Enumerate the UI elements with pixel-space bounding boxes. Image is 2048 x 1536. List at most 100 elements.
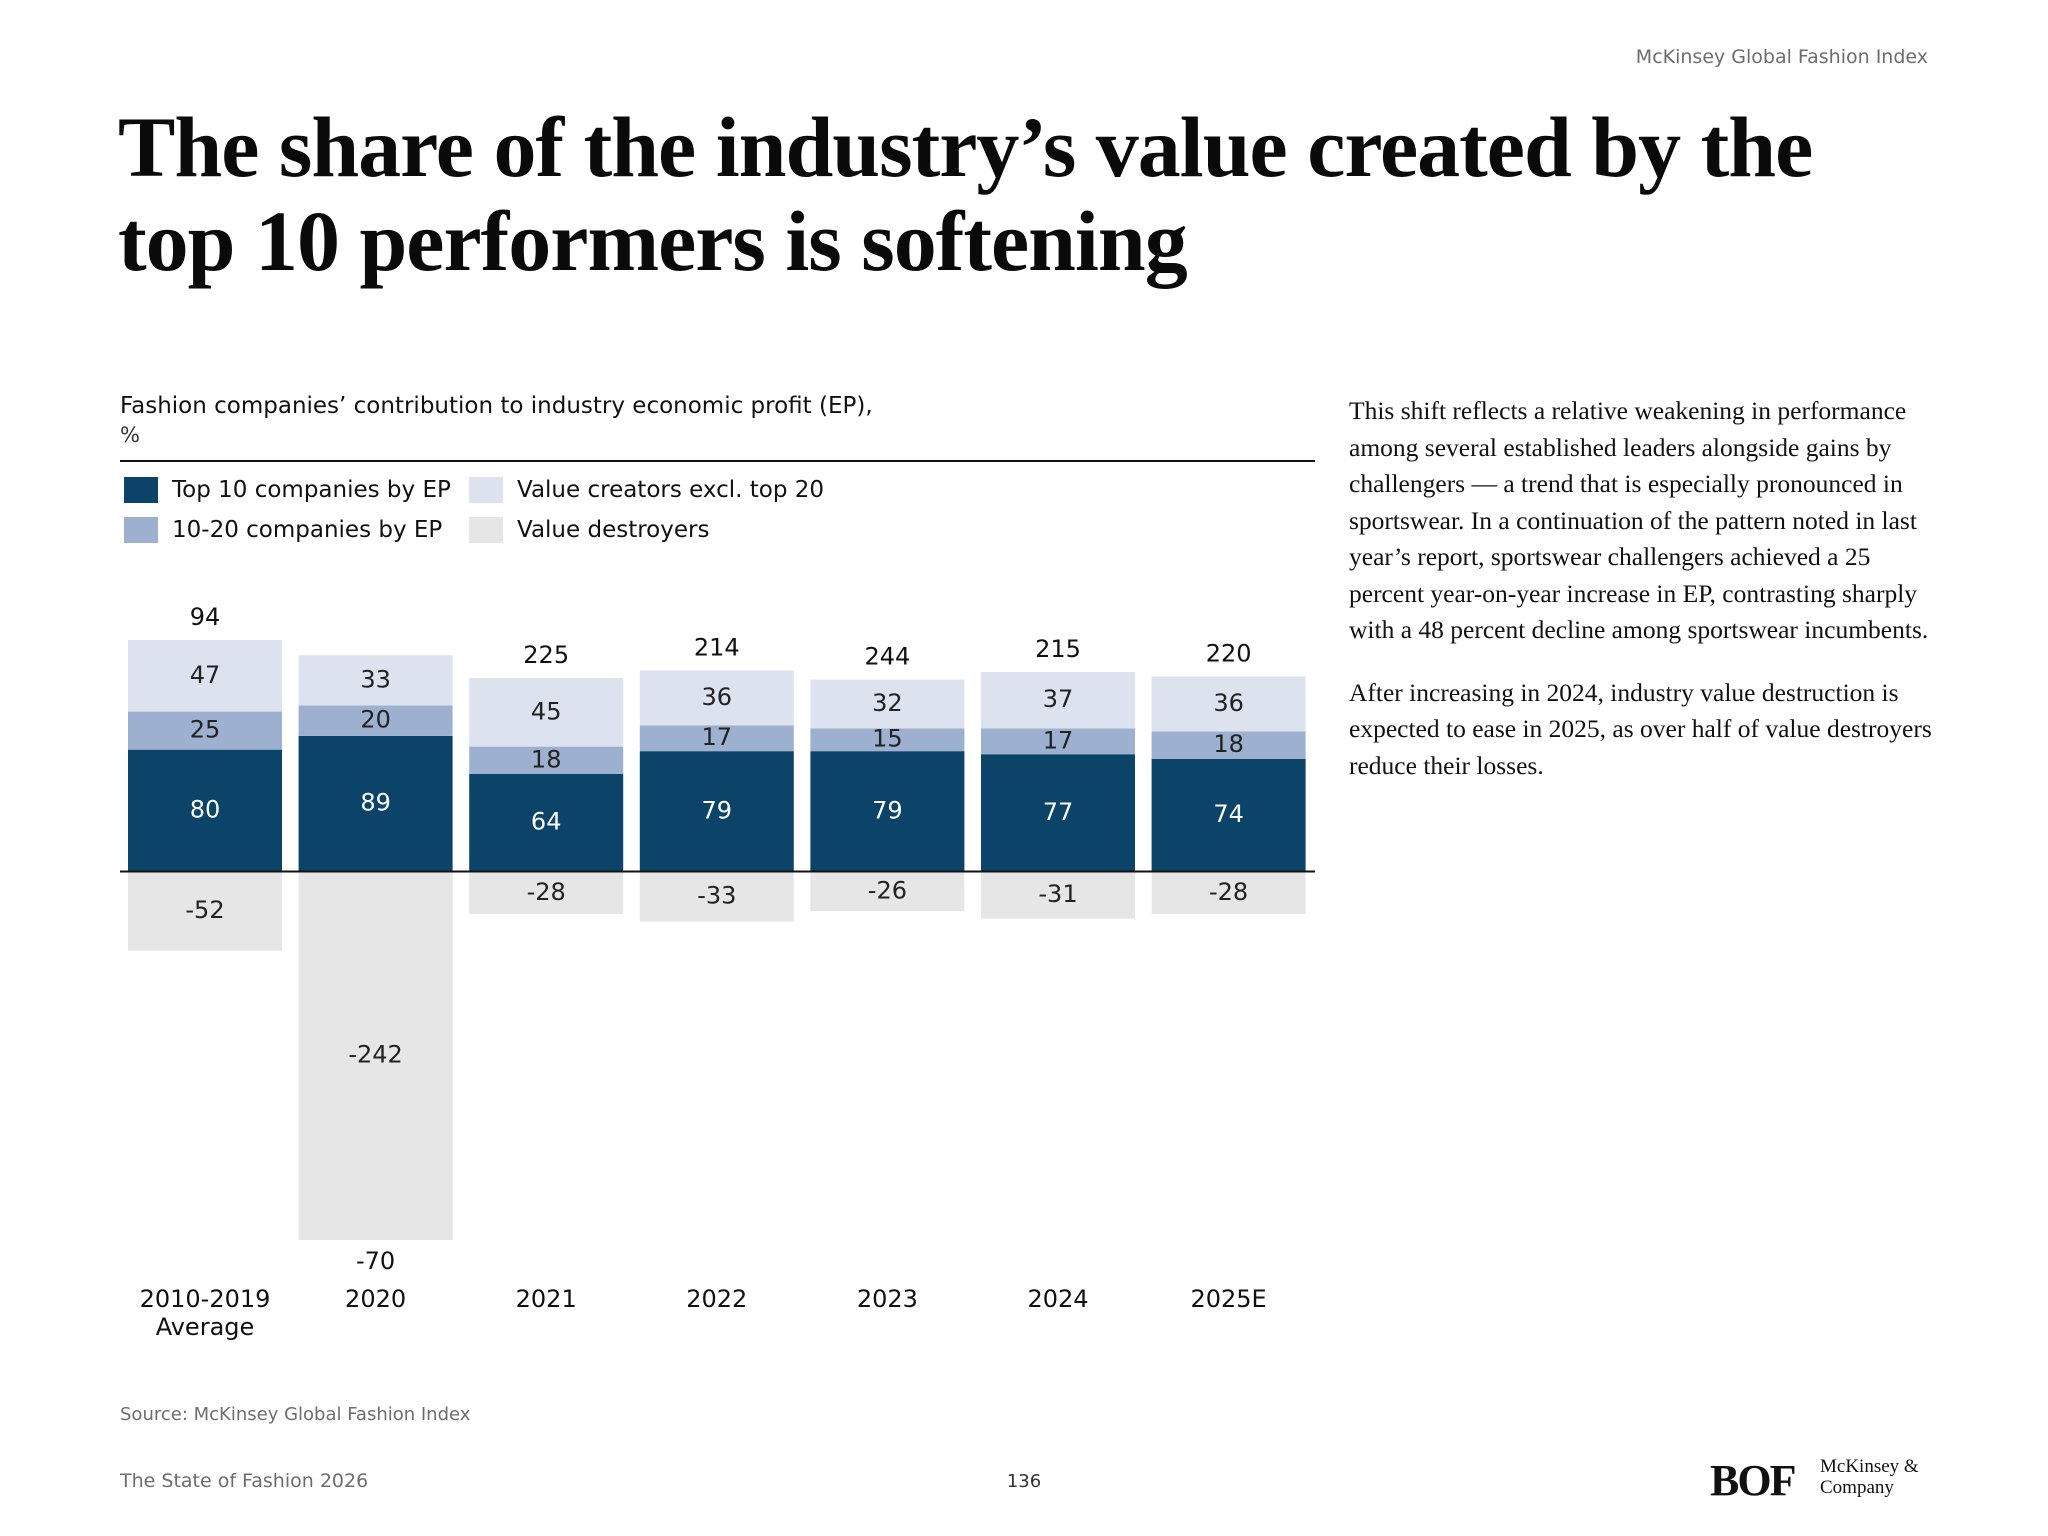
segment-label: 80 xyxy=(190,796,221,824)
segment-label: -33 xyxy=(697,882,736,910)
legend-item: Value destroyers xyxy=(469,514,709,546)
x-tick-label: 2024 xyxy=(1027,1285,1089,1313)
bar-segment xyxy=(810,871,965,912)
segment-label: -26 xyxy=(868,876,907,904)
segment-label: 45 xyxy=(531,697,562,725)
segment-label: 79 xyxy=(872,796,903,824)
bar-segment xyxy=(298,871,453,1240)
bar-segment xyxy=(810,679,965,729)
bar-segment xyxy=(639,751,794,872)
segment-label: -28 xyxy=(1209,878,1248,906)
bar-segment xyxy=(469,774,624,872)
legend-label: Top 10 companies by EP xyxy=(172,477,451,503)
segment-label: 36 xyxy=(1213,689,1244,717)
bar-segment xyxy=(298,735,453,872)
legend-swatch xyxy=(124,517,158,543)
bar-segment xyxy=(128,640,282,712)
logo-mckinsey: McKinsey & Company xyxy=(1820,1456,1919,1498)
legend-label: 10-20 companies by EP xyxy=(172,517,443,543)
bar-segment xyxy=(981,728,1135,755)
source: Source: McKinsey Global Fashion Index xyxy=(120,1404,471,1425)
legend-item: Top 10 companies by EP xyxy=(124,474,451,506)
bar-segment xyxy=(981,671,1135,729)
side-text: This shift reflects a relative weakening… xyxy=(1349,393,1939,810)
bar-segment xyxy=(469,678,624,747)
total-label: 244 xyxy=(864,643,910,671)
segment-label: 36 xyxy=(702,683,733,711)
chart-unit: % xyxy=(120,423,140,447)
segment-label: -31 xyxy=(1038,880,1077,908)
bar-segment xyxy=(128,749,282,872)
x-tick-label: 2025E xyxy=(1190,1285,1267,1313)
x-tick-label: 2020 xyxy=(345,1285,407,1313)
bar-segment xyxy=(128,871,282,951)
segment-label: 18 xyxy=(531,745,562,773)
title-line: top 10 performers is softening xyxy=(118,193,1188,289)
segment-label: 47 xyxy=(190,661,221,689)
bar-segment xyxy=(639,871,794,922)
legend-label: Value destroyers xyxy=(517,517,710,543)
rule xyxy=(120,460,1315,462)
logo-bof: BOF xyxy=(1710,1456,1796,1505)
segment-label: 64 xyxy=(531,808,562,836)
segment-label: 77 xyxy=(1043,798,1074,826)
footer-publication: The State of Fashion 2026 xyxy=(120,1470,369,1492)
segment-label: 17 xyxy=(1043,726,1074,754)
x-tick-label: 2010-2019 Average xyxy=(139,1285,271,1341)
segment-label: 15 xyxy=(872,725,903,753)
total-label: 215 xyxy=(1035,635,1081,663)
segment-label: 18 xyxy=(1213,730,1244,758)
paragraph: This shift reflects a relative weakening… xyxy=(1349,396,1929,644)
x-tick-label: 2021 xyxy=(515,1285,577,1313)
bar-segment xyxy=(1151,758,1306,872)
total-label: 220 xyxy=(1206,640,1252,668)
legend-item: Value creators excl. top 20 xyxy=(469,474,824,506)
x-tick-label: 2023 xyxy=(856,1285,918,1313)
bar-segment xyxy=(1151,871,1306,915)
title-line: The share of the industry’s value create… xyxy=(118,99,1813,195)
bar-segment xyxy=(810,728,965,752)
segment-label: 37 xyxy=(1043,685,1074,713)
segment-label: 79 xyxy=(702,796,733,824)
bar-segment xyxy=(298,655,453,706)
title: The share of the industry’s value create… xyxy=(118,99,1813,289)
legend-swatch xyxy=(469,477,503,503)
bar-segment xyxy=(128,711,282,750)
page-number: 136 xyxy=(1006,1471,1042,1492)
total-label: -70 xyxy=(356,1247,395,1275)
total-label: 94 xyxy=(190,603,221,631)
segment-label: 17 xyxy=(702,723,733,751)
segment-label: -28 xyxy=(527,878,566,906)
segment-label: -242 xyxy=(348,1041,402,1069)
bar-segment xyxy=(981,871,1135,919)
legend-swatch xyxy=(469,517,503,543)
legend-item: 10-20 companies by EP xyxy=(124,514,442,546)
bar-segment xyxy=(298,705,453,736)
bar-segment xyxy=(639,725,794,752)
segment-label: 25 xyxy=(190,716,221,744)
bar-segment xyxy=(1151,676,1306,732)
bar-segment xyxy=(1151,731,1306,759)
bar-segment xyxy=(469,746,624,775)
segment-label: 89 xyxy=(360,789,391,817)
chart-subtitle: Fashion companies’ contribution to indus… xyxy=(120,393,873,419)
total-label: 214 xyxy=(694,633,740,661)
segment-label: 74 xyxy=(1213,800,1244,828)
bar-segment xyxy=(469,871,624,915)
bar-segment xyxy=(981,754,1135,872)
x-tick-label: 2022 xyxy=(686,1285,748,1313)
segment-label: -52 xyxy=(185,896,224,924)
segment-label: 32 xyxy=(872,689,903,717)
segment-label: 33 xyxy=(360,665,391,693)
total-label: 225 xyxy=(523,641,569,669)
legend-label: Value creators excl. top 20 xyxy=(517,477,825,503)
bar-segment xyxy=(810,751,965,872)
segment-label: 20 xyxy=(360,706,391,734)
legend-swatch xyxy=(124,477,158,503)
brand: McKinsey Global Fashion Index xyxy=(1635,46,1928,68)
bar-segment xyxy=(639,670,794,726)
paragraph: After increasing in 2024, industry value… xyxy=(1349,677,1932,780)
